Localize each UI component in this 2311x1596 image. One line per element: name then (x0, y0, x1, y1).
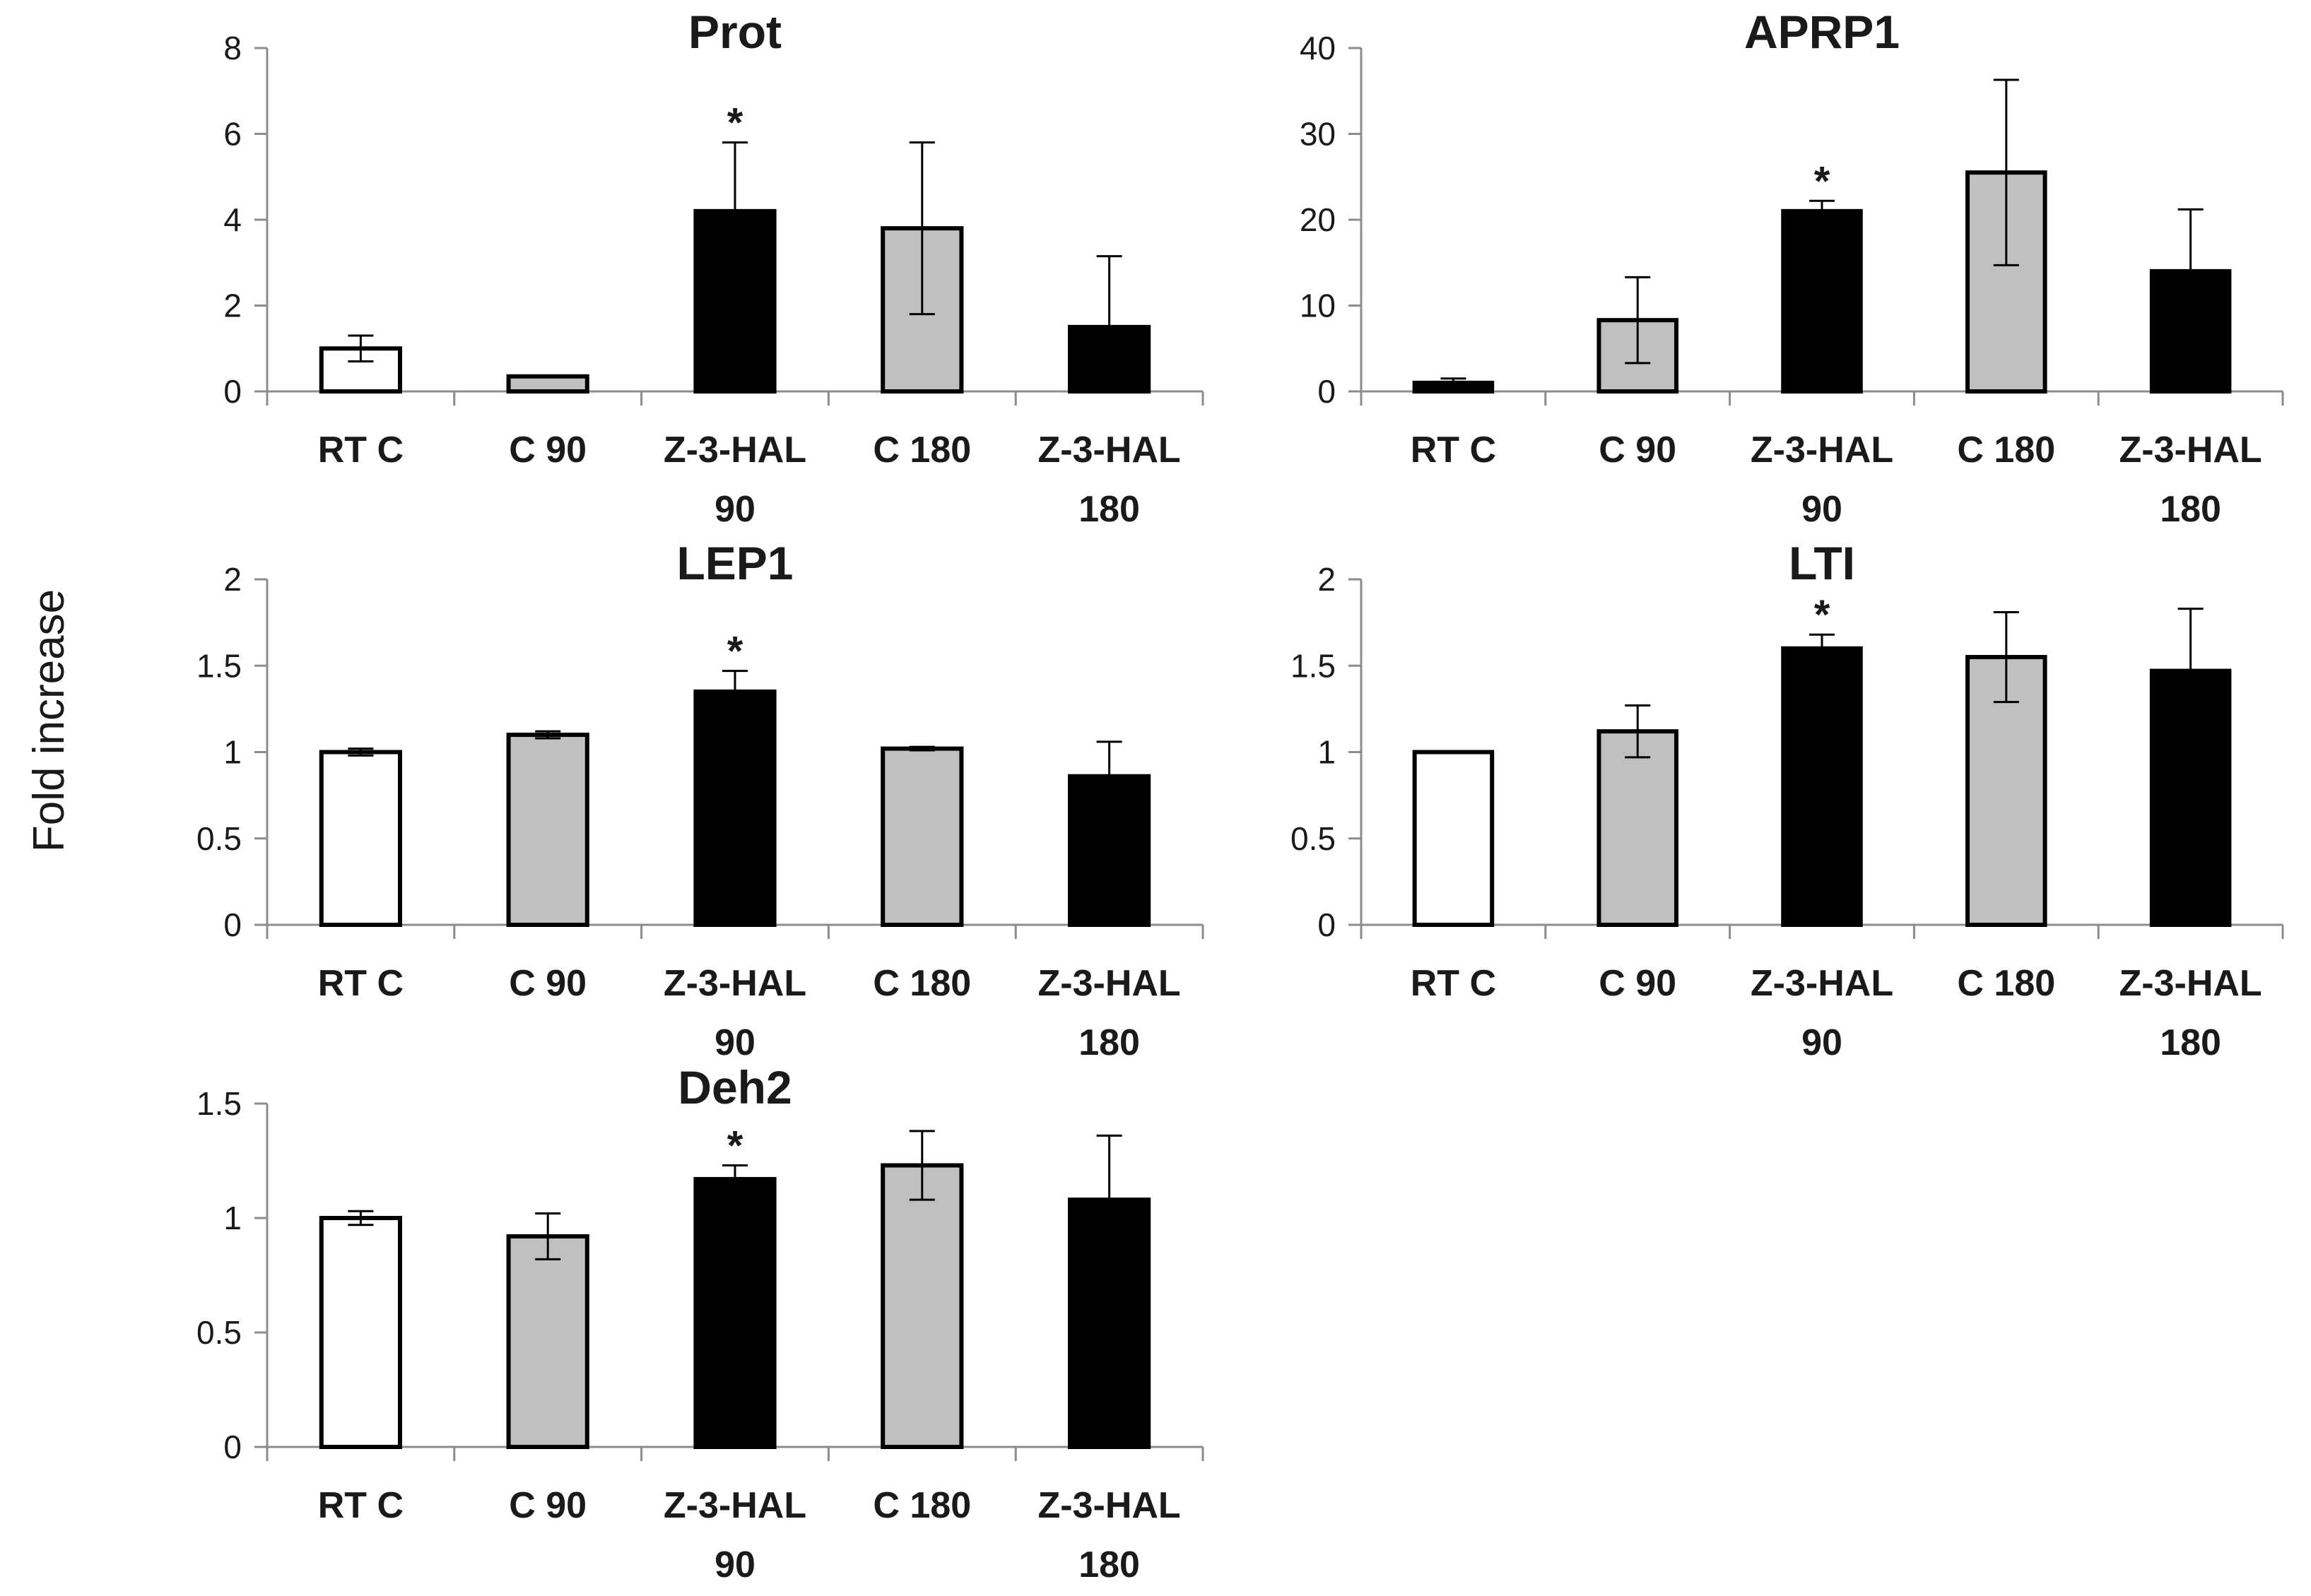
x-category-label: 90 (1801, 489, 1842, 530)
x-category-label: 180 (1078, 489, 1140, 530)
x-category-label: C 90 (1599, 430, 1676, 471)
x-category-label: 90 (715, 1544, 755, 1585)
x-category-label: RT C (1411, 430, 1496, 471)
x-category-label: C 90 (509, 963, 587, 1004)
y-tick-label: 1 (223, 734, 242, 771)
y-tick-label: 20 (1300, 201, 1336, 238)
bar (319, 346, 403, 394)
chart-panel-lti: 0 0.5 1 1.5 2 RT C C 90 * Z-3-HAL 90 C 180 Z-3-HAL 1… (1290, 537, 2284, 1063)
significance-marker: * (727, 100, 743, 146)
y-tick-label: 1.5 (196, 647, 242, 684)
y-tick-label: 0 (223, 1429, 242, 1465)
significance-marker: * (1814, 592, 1830, 638)
x-category-label: Z-3-HAL (1751, 430, 1893, 471)
y-tick-label: 2 (223, 561, 242, 598)
x-category-label: 180 (1078, 1544, 1140, 1585)
bar (881, 1163, 964, 1449)
y-tick-label: 30 (1300, 116, 1336, 153)
y-tick-label: 0 (1317, 906, 1336, 943)
x-category-label: Z-3-HAL (1751, 963, 1893, 1004)
y-tick-label: 10 (1300, 288, 1336, 324)
y-tick-label: 40 (1300, 30, 1336, 66)
bar (881, 746, 964, 927)
y-tick-label: 0.5 (196, 1314, 242, 1351)
y-tick-label: 0 (223, 906, 242, 943)
chart-panel-prot: 0 2 4 6 8 RT C C 90 * Z-3-HAL 90 C 180 Z-3-HAL 180 Pr… (223, 6, 1204, 530)
x-category-label: C 90 (1599, 963, 1676, 1004)
y-tick-label: 0 (1317, 373, 1336, 410)
x-category-label: Z-3-HAL (2119, 430, 2262, 471)
bar (506, 374, 589, 394)
x-category-label: RT C (318, 430, 404, 471)
x-category-label: Z-3-HAL (664, 430, 806, 471)
chart-panel-deh2: 0 0.5 1 1.5 RT C C 90 * Z-3-HAL 90 C 180 Z-3-HAL 18… (196, 1061, 1204, 1585)
x-category-label: 180 (1078, 1022, 1140, 1063)
bar (1781, 208, 1863, 394)
x-category-label: 180 (2160, 1022, 2221, 1063)
bar (1596, 729, 1678, 928)
bar (1412, 750, 1495, 927)
x-category-label: 90 (1801, 1022, 1842, 1063)
x-category-label: C 90 (509, 1485, 587, 1526)
y-tick-label: 4 (223, 201, 242, 238)
y-tick-label: 6 (223, 116, 242, 153)
x-category-label: C 180 (873, 1485, 971, 1526)
significance-marker: * (727, 629, 743, 675)
bar (693, 1176, 777, 1450)
y-tick-label: 0.5 (1290, 820, 1336, 857)
x-category-label: RT C (318, 963, 404, 1004)
chart-title: Prot (688, 6, 782, 58)
y-tick-label: 0.5 (196, 820, 242, 857)
bar (506, 1234, 589, 1450)
y-tick-label: 1.5 (196, 1085, 242, 1122)
chart-title: APRP1 (1744, 6, 1900, 58)
chart-panel-lep1: 0 0.5 1 1.5 2 RT C C 90 * Z-3-HAL 90 C 180 Z-3-HAL 1… (196, 537, 1204, 1063)
x-category-label: 90 (715, 1022, 755, 1063)
bar (1965, 655, 2047, 928)
bar (1781, 646, 1863, 927)
x-category-label: RT C (318, 1485, 404, 1526)
x-category-label: C 180 (873, 430, 971, 471)
chart-title: Deh2 (678, 1061, 792, 1113)
x-category-label: 90 (715, 489, 755, 530)
chart-panel-aprp1: 0 10 20 30 40 RT C C 90 * Z-3-HAL 90 C 180 Z-3-HAL 1… (1300, 6, 2284, 530)
x-category-label: Z-3-HAL (664, 963, 806, 1004)
significance-marker: * (1814, 158, 1830, 204)
significance-marker: * (727, 1123, 743, 1169)
x-category-label: Z-3-HAL (1038, 430, 1181, 471)
bar (693, 689, 777, 927)
x-category-label: C 90 (509, 430, 587, 471)
x-category-label: C 180 (1957, 963, 2055, 1004)
y-tick-label: 1 (223, 1200, 242, 1236)
y-tick-label: 2 (223, 288, 242, 324)
bar (319, 1216, 403, 1449)
bar (506, 733, 589, 928)
y-tick-label: 1.5 (1290, 647, 1336, 684)
y-tick-label: 2 (1317, 561, 1336, 598)
y-tick-label: 1 (1317, 734, 1336, 771)
chart-title: LTI (1789, 537, 1855, 589)
x-category-label: 180 (2160, 489, 2221, 530)
x-category-label: C 180 (873, 963, 971, 1004)
bar (319, 750, 403, 927)
y-tick-label: 8 (223, 30, 242, 66)
x-category-label: Z-3-HAL (1038, 963, 1181, 1004)
x-category-label: RT C (1411, 963, 1496, 1004)
x-category-label: Z-3-HAL (2119, 963, 2262, 1004)
x-category-label: Z-3-HAL (664, 1485, 806, 1526)
y-tick-label: 0 (223, 373, 242, 410)
x-category-label: C 180 (1957, 430, 2055, 471)
x-category-label: Z-3-HAL (1038, 1485, 1181, 1526)
chart-title: LEP1 (676, 537, 793, 589)
y-axis-label: Fold increase (25, 589, 73, 852)
